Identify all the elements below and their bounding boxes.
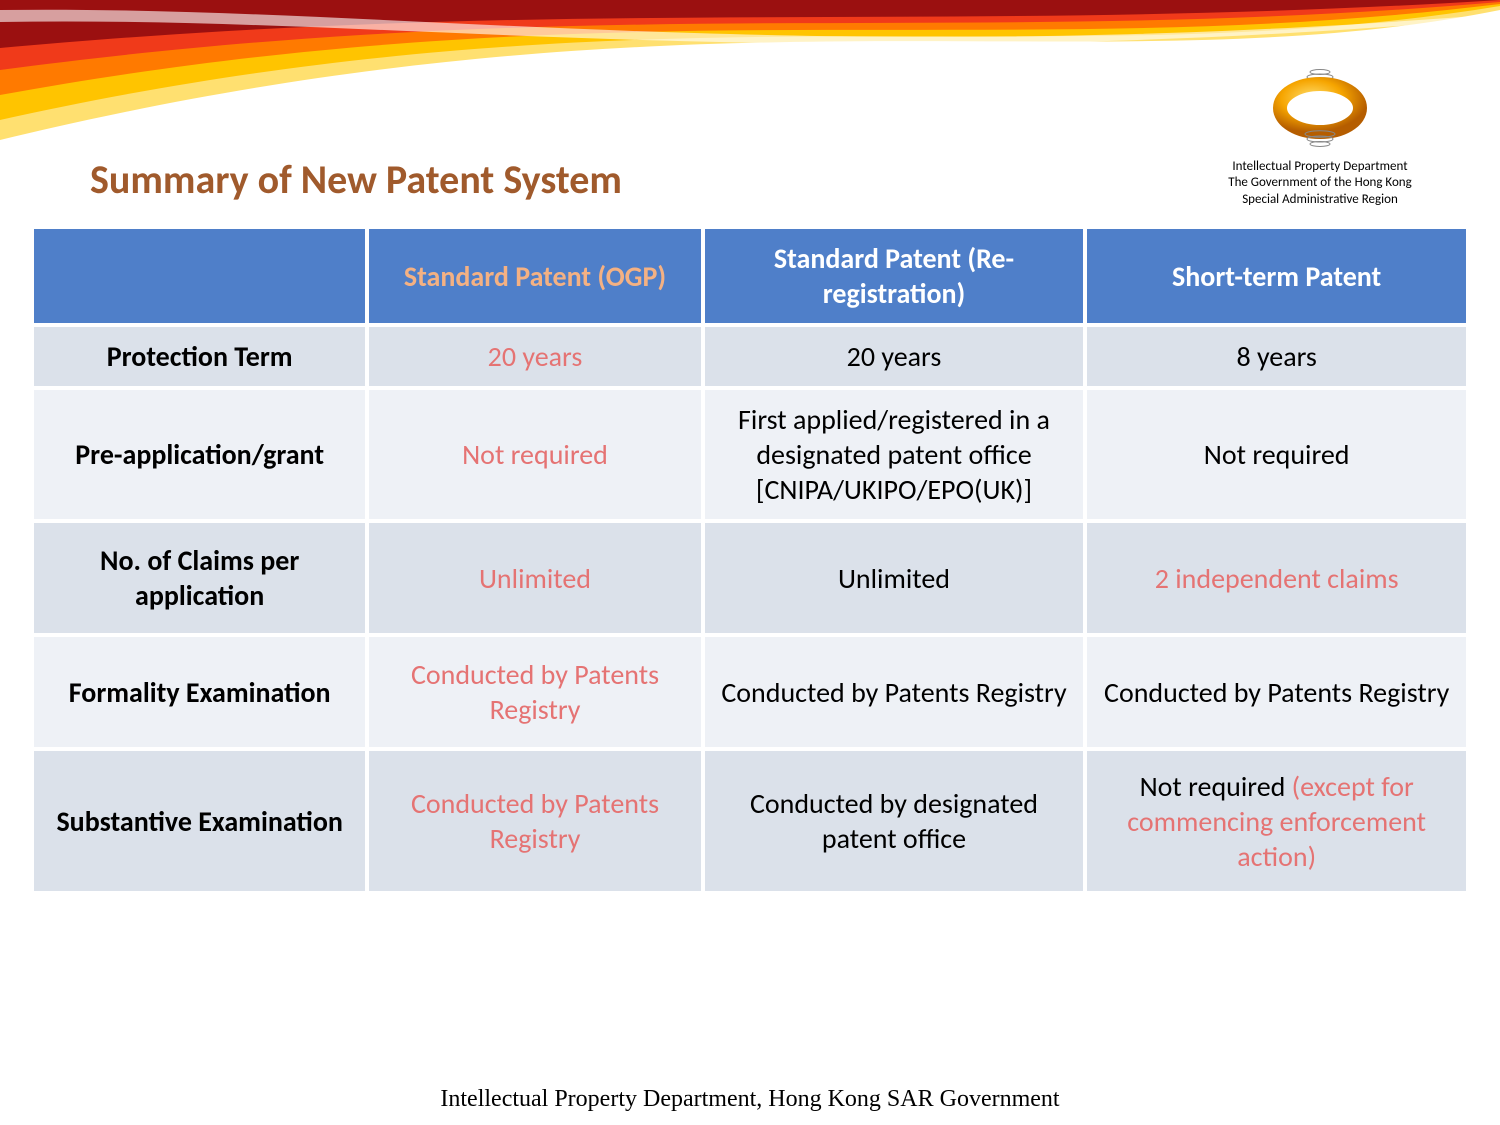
row-label-claims: No. of Claims per application	[34, 523, 365, 633]
cell: Conducted by Patents Registry	[705, 637, 1084, 747]
cell: Unlimited	[369, 523, 700, 633]
cell: Conducted by Patents Registry	[1087, 637, 1466, 747]
cell-mixed: Not required (except for commencing enfo…	[1087, 751, 1466, 891]
cell: Not required	[369, 390, 700, 519]
cell: 20 years	[369, 327, 700, 386]
logo-line3: Special Administrative Region	[1185, 192, 1455, 208]
page-title: Summary of New Patent System	[90, 155, 622, 204]
cell: 8 years	[1087, 327, 1466, 386]
cell: 2 independent claims	[1087, 523, 1466, 633]
cell: Conducted by Patents Registry	[369, 637, 700, 747]
header-col-ogp: Standard Patent (OGP)	[369, 229, 700, 323]
footer-text: Intellectual Property Department, Hong K…	[0, 1086, 1500, 1113]
logo-line1: Intellectual Property Department	[1185, 159, 1455, 175]
cell: First applied/registered in a designated…	[705, 390, 1084, 519]
row-label-formality: Formality Examination	[34, 637, 365, 747]
logo-caption: Intellectual Property Department The Gov…	[1185, 159, 1455, 208]
cell: Conducted by designated patent office	[705, 751, 1084, 891]
cell: Conducted by Patents Registry	[369, 751, 700, 891]
row-label-substantive: Substantive Examination	[34, 751, 365, 891]
logo-line2: The Government of the Hong Kong	[1185, 175, 1455, 191]
cell: Unlimited	[705, 523, 1084, 633]
ring-logo-icon	[1265, 60, 1375, 150]
header-col-short: Short-term Patent	[1087, 229, 1466, 323]
patent-summary-table: Standard Patent (OGP) Standard Patent (R…	[30, 225, 1470, 895]
cell-prefix: Not required	[1140, 769, 1292, 804]
row-label-protection: Protection Term	[34, 327, 365, 386]
org-logo-block: Intellectual Property Department The Gov…	[1185, 60, 1455, 208]
header-col-rereg: Standard Patent (Re-registration)	[705, 229, 1084, 323]
header-blank	[34, 229, 365, 323]
cell: Not required	[1087, 390, 1466, 519]
row-label-preapp: Pre-application/grant	[34, 390, 365, 519]
cell: 20 years	[705, 327, 1084, 386]
